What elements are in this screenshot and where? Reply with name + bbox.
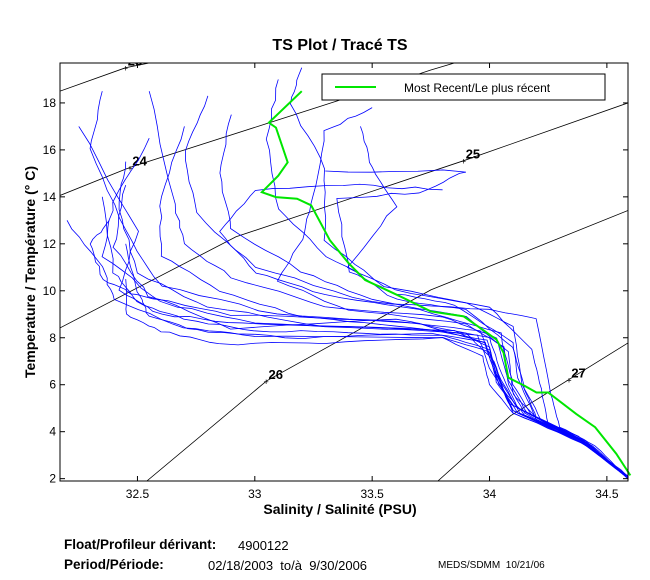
density-contours: +23+ 24 +25+ 26 +27 xyxy=(60,54,628,481)
profile-line xyxy=(276,107,628,479)
most-recent-line xyxy=(260,90,632,476)
contour-marker: + xyxy=(123,64,128,74)
contour-label-24: 24 xyxy=(132,153,147,168)
contour-marker: + xyxy=(127,163,132,173)
legend-label-most-recent: Most Recent/Le plus récent xyxy=(404,81,551,95)
contour-marker: + xyxy=(461,157,466,167)
profile-line xyxy=(184,95,628,479)
density-contour-26 xyxy=(146,210,628,481)
period-value: 02/18/2003 to/à 9/30/2006 xyxy=(208,558,368,573)
profile-line xyxy=(346,126,627,477)
profile-line xyxy=(148,91,628,479)
profile-line xyxy=(89,220,628,478)
profile-line xyxy=(89,91,628,477)
y-tick-label: 16 xyxy=(43,143,57,157)
chart-title: TS Plot / Tracé TS xyxy=(272,37,407,54)
y-tick-label: 14 xyxy=(43,190,57,204)
x-tick-label: 33 xyxy=(248,487,262,501)
contour-label-23: 23 xyxy=(128,54,142,69)
density-contour-23 xyxy=(60,63,150,92)
profile-lines xyxy=(66,67,628,479)
x-tick-label: 32.5 xyxy=(126,487,150,501)
profile-line xyxy=(159,126,628,478)
y-tick-label: 2 xyxy=(49,472,56,486)
most-recent-profile xyxy=(260,90,632,476)
y-tick-label: 18 xyxy=(43,96,57,110)
float-id: 4900122 xyxy=(238,538,289,553)
y-tick-label: 4 xyxy=(49,425,56,439)
x-axis-label: Salinity / Salinité (PSU) xyxy=(263,501,416,517)
density-contour-25 xyxy=(60,102,628,329)
float-label: Float/Profileur dérivant: xyxy=(64,537,217,552)
profile-line xyxy=(290,67,626,477)
y-tick-label: 10 xyxy=(43,284,57,298)
contour-label-26: 26 xyxy=(269,367,283,382)
density-contour-24 xyxy=(60,63,455,196)
profile-line xyxy=(125,243,628,478)
profile-line xyxy=(112,184,628,478)
y-axis-label: Temperature / Température (° C) xyxy=(22,166,38,378)
density-contour-27 xyxy=(437,342,628,481)
y-tick-label: 12 xyxy=(43,237,57,251)
contour-label-27: 27 xyxy=(571,365,585,380)
contour-marker: + xyxy=(566,375,571,385)
profile-line xyxy=(219,183,627,477)
contour-label-25: 25 xyxy=(466,147,480,162)
credit-text: MEDS/SDMM 10/21/06 xyxy=(438,560,545,571)
period-label: Period/Période: xyxy=(64,557,164,572)
legend: Most Recent/Le plus récent xyxy=(321,73,606,101)
x-tick-label: 34 xyxy=(483,487,497,501)
contour-marker: + xyxy=(264,377,269,387)
x-tick-label: 33.5 xyxy=(360,487,384,501)
y-tick-label: 6 xyxy=(49,378,56,392)
plot-frame xyxy=(59,62,629,482)
profile-line xyxy=(101,137,628,478)
y-tick-label: 8 xyxy=(49,331,56,345)
x-tick-label: 34.5 xyxy=(595,487,619,501)
profile-line xyxy=(101,196,628,478)
